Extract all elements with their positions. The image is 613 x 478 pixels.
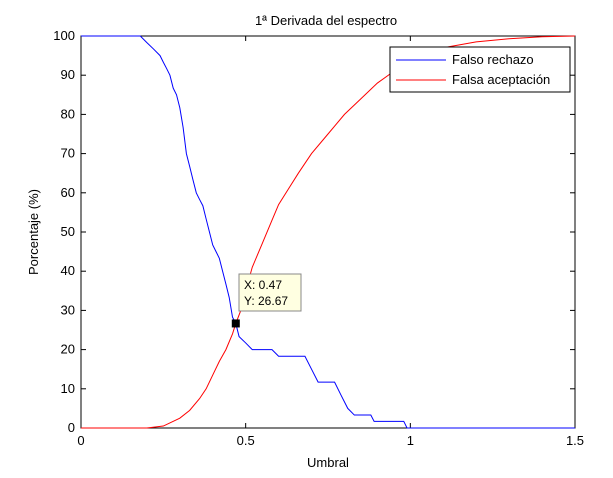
- y-tick-label: 90: [61, 67, 75, 82]
- y-tick-label: 60: [61, 185, 75, 200]
- y-tick-label: 30: [61, 302, 75, 317]
- x-axis-label: Umbral: [307, 455, 349, 470]
- y-tick-label: 50: [61, 224, 75, 239]
- legend-box: [389, 46, 571, 93]
- x-tick-label: 1.5: [566, 433, 584, 448]
- legend[interactable]: Falso rechazo Falsa aceptación: [389, 46, 571, 93]
- x-tick-label: 1: [407, 433, 414, 448]
- plot-area: [80, 35, 576, 429]
- y-tick-label: 40: [61, 263, 75, 278]
- y-tick-label: 100: [53, 28, 75, 43]
- datatip-marker[interactable]: [231, 319, 240, 328]
- y-axis-label: Porcentaje (%): [26, 189, 41, 275]
- chart-title: 1ª Derivada del espectro: [255, 13, 397, 28]
- series-line-falso-rechazo: [81, 35, 575, 429]
- legend-label-falsa-aceptacion: Falsa aceptación: [452, 72, 550, 87]
- datatip-y-text: Y: 26.67: [244, 294, 288, 308]
- y-tick-label: 0: [68, 420, 75, 435]
- datatip[interactable]: X: 0.47 Y: 26.67: [231, 273, 302, 328]
- y-tick-label: 10: [61, 381, 75, 396]
- y-tick-label: 70: [61, 146, 75, 161]
- y-tick-label: 20: [61, 342, 75, 357]
- x-tick-label: 0.5: [237, 433, 255, 448]
- datatip-box: [238, 273, 302, 312]
- x-tick-label: 0: [77, 433, 84, 448]
- tick-labels: 0 0.5 1 1.5 0 10 20 30 40 50 60 70 80 90 100: [53, 28, 584, 448]
- datatip-x-text: X: 0.47: [244, 278, 282, 292]
- legend-label-falso-rechazo: Falso rechazo: [452, 52, 534, 67]
- y-tick-label: 80: [61, 106, 75, 121]
